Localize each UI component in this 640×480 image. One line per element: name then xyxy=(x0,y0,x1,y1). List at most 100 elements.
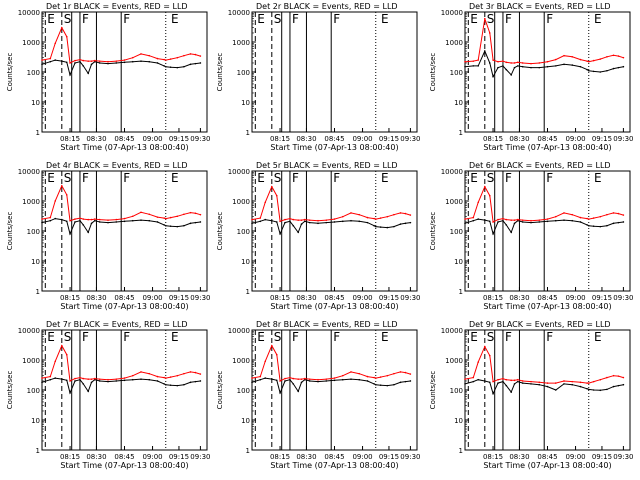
data-point xyxy=(275,221,278,223)
data-point xyxy=(563,380,565,382)
y-axis-label: Counts/sec xyxy=(216,371,224,410)
y-tick-label: 1000 xyxy=(22,39,40,47)
data-point xyxy=(176,66,179,69)
data-point xyxy=(300,381,303,384)
data-point xyxy=(189,381,192,384)
y-tick-label: 1000 xyxy=(445,198,463,206)
data-point xyxy=(571,383,574,386)
data-point xyxy=(279,392,281,394)
data-point xyxy=(82,59,85,62)
data-point xyxy=(194,62,197,65)
data-point xyxy=(366,216,369,219)
data-point xyxy=(289,376,291,379)
data-point xyxy=(279,220,281,223)
event-marker-label: E xyxy=(47,330,55,344)
data-point xyxy=(546,385,549,388)
data-point xyxy=(82,218,85,220)
data-point xyxy=(79,376,81,379)
data-point xyxy=(488,62,491,64)
data-point xyxy=(587,218,590,220)
data-point xyxy=(199,380,202,382)
data-point xyxy=(264,201,267,204)
data-point xyxy=(379,384,382,386)
y-tick-label: 1000 xyxy=(445,357,463,365)
y-axis-label: Counts/sec xyxy=(6,371,14,410)
x-tick-label: 08:15 xyxy=(60,135,80,143)
data-point xyxy=(148,372,151,375)
data-point xyxy=(622,65,625,68)
data-point xyxy=(169,225,172,227)
series-lld xyxy=(464,18,624,65)
data-point xyxy=(386,374,389,377)
x-tick-label: 08:45 xyxy=(324,135,344,143)
data-point xyxy=(350,378,352,380)
data-point xyxy=(308,221,311,224)
data-point xyxy=(140,60,142,62)
data-point xyxy=(123,61,126,64)
data-point xyxy=(513,66,516,69)
data-point xyxy=(169,66,172,68)
data-point xyxy=(517,61,519,64)
data-point xyxy=(513,62,516,64)
data-point xyxy=(538,221,541,223)
data-point xyxy=(587,69,590,72)
event-marker-label: S xyxy=(64,12,72,26)
data-point xyxy=(98,221,101,223)
data-point xyxy=(333,221,336,223)
data-point xyxy=(464,218,466,220)
x-tick-label: 08:30 xyxy=(86,135,106,143)
data-point xyxy=(300,219,303,221)
data-point xyxy=(325,378,328,380)
data-point xyxy=(194,371,197,374)
x-axis-label: Start Time (07-Apr-13 08:00:40) xyxy=(483,143,611,152)
event-marker-label: F xyxy=(292,12,299,26)
y-tick-label: 1 xyxy=(459,447,463,455)
data-point xyxy=(169,216,172,219)
data-point xyxy=(373,217,375,220)
data-point xyxy=(164,65,167,68)
x-tick-label: 09:00 xyxy=(142,453,162,461)
data-point xyxy=(284,377,286,380)
data-point xyxy=(164,217,167,220)
x-tick-label: 08:30 xyxy=(86,453,106,461)
x-tick-label: 08:30 xyxy=(509,453,529,461)
data-point xyxy=(492,75,494,78)
data-point xyxy=(488,194,491,197)
panel-5: Det 5r BLACK = Events, RED = LLD 1 10 100 10… xyxy=(216,161,420,311)
series-events xyxy=(41,377,201,395)
data-point xyxy=(41,59,43,61)
data-point xyxy=(517,218,519,221)
event-marker-label: E xyxy=(381,171,389,185)
panel-title: Det 4r BLACK = Events, RED = LLD xyxy=(46,161,188,170)
data-point xyxy=(484,50,486,52)
panel-title: Det 7r BLACK = Events, RED = LLD xyxy=(46,320,188,329)
data-point xyxy=(579,216,582,219)
data-point xyxy=(199,373,202,375)
y-tick-label: 100 xyxy=(450,228,463,236)
x-tick-label: 08:45 xyxy=(324,453,344,461)
data-point xyxy=(606,213,608,216)
data-point xyxy=(292,224,295,227)
x-tick-label: 08:15 xyxy=(483,453,503,461)
plot-frame xyxy=(41,11,208,133)
data-point xyxy=(399,371,402,373)
data-point xyxy=(563,212,565,214)
y-tick-label: 1000 xyxy=(22,357,40,365)
data-point xyxy=(49,219,52,222)
data-point xyxy=(393,383,395,386)
series-lld xyxy=(41,184,201,222)
y-tick-label: 10 xyxy=(241,99,250,107)
data-point xyxy=(617,375,620,377)
data-point xyxy=(579,381,582,384)
x-tick-label: 08:30 xyxy=(86,294,106,302)
data-point xyxy=(54,42,56,45)
data-point xyxy=(492,392,494,395)
data-point xyxy=(199,213,202,216)
y-tick-label: 10 xyxy=(31,258,40,266)
y-tick-label: 1 xyxy=(246,129,250,137)
data-point xyxy=(592,70,595,73)
data-point xyxy=(599,215,602,218)
data-point xyxy=(393,225,395,228)
data-point xyxy=(189,371,192,373)
data-point xyxy=(74,377,76,380)
